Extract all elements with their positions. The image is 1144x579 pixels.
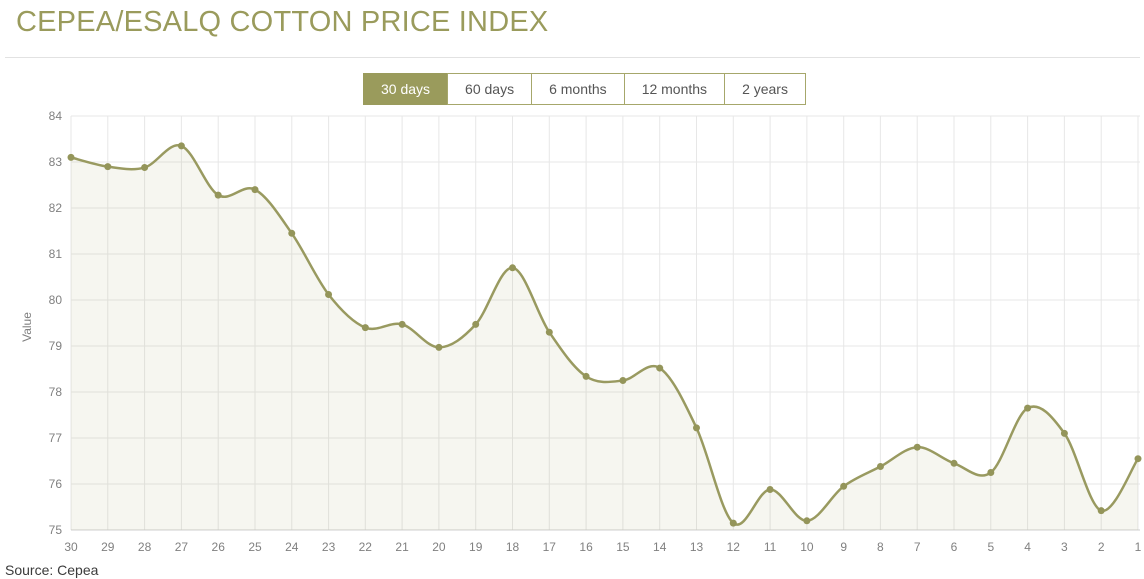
x-tick-label: 30 <box>64 540 78 554</box>
data-point-marker-day-2 <box>1097 507 1105 515</box>
x-tick-label: 15 <box>616 540 630 554</box>
data-point-marker-day-27 <box>177 142 185 150</box>
x-tick-label: 10 <box>800 540 814 554</box>
x-tick-label: 14 <box>653 540 667 554</box>
y-tick-label: 77 <box>49 431 63 445</box>
y-tick-label: 82 <box>49 201 63 215</box>
data-point-marker-day-12 <box>729 519 737 527</box>
source-note: Source: Cepea <box>5 562 99 578</box>
y-tick-label: 84 <box>49 109 63 123</box>
data-point-marker-day-22 <box>361 324 369 332</box>
y-tick-label: 79 <box>49 339 63 353</box>
x-tick-label: 5 <box>987 540 994 554</box>
data-point-marker-day-23 <box>325 290 333 298</box>
data-point-marker-day-4 <box>1024 404 1032 412</box>
y-tick-label: 81 <box>49 247 63 261</box>
x-tick-label: 26 <box>212 540 226 554</box>
tab-60-days[interactable]: 60 days <box>447 73 533 105</box>
data-point-marker-day-24 <box>288 229 296 237</box>
x-tick-label: 2 <box>1098 540 1105 554</box>
data-point-marker-day-25 <box>251 186 259 194</box>
y-tick-label: 80 <box>49 293 63 307</box>
data-point-marker-day-17 <box>545 328 553 336</box>
x-tick-label: 24 <box>285 540 299 554</box>
page-title: CEPEA/ESALQ COTTON PRICE INDEX <box>16 6 549 38</box>
x-tick-label: 21 <box>395 540 409 554</box>
data-point-marker-day-28 <box>141 164 149 172</box>
x-tick-label: 19 <box>469 540 483 554</box>
y-tick-label: 83 <box>49 155 63 169</box>
y-tick-label: 78 <box>49 385 63 399</box>
data-point-marker-day-20 <box>435 343 443 351</box>
x-tick-label: 4 <box>1024 540 1031 554</box>
x-tick-label: 8 <box>877 540 884 554</box>
x-tick-label: 18 <box>506 540 520 554</box>
x-tick-label: 12 <box>727 540 741 554</box>
x-tick-label: 25 <box>248 540 262 554</box>
data-point-marker-day-18 <box>509 264 517 272</box>
data-point-marker-day-5 <box>987 469 995 476</box>
data-point-marker-day-14 <box>656 364 664 372</box>
data-point-marker-day-8 <box>876 463 884 471</box>
data-point-marker-day-29 <box>104 163 112 171</box>
x-tick-label: 1 <box>1135 540 1142 554</box>
x-tick-label: 22 <box>359 540 373 554</box>
x-tick-label: 7 <box>914 540 921 554</box>
data-point-marker-day-13 <box>692 424 700 432</box>
data-point-marker-day-9 <box>840 482 848 490</box>
tab-30-days[interactable]: 30 days <box>363 73 449 105</box>
y-tick-label: 76 <box>49 477 63 491</box>
title-divider <box>5 57 1140 58</box>
x-tick-label: 13 <box>690 540 704 554</box>
data-point-marker-day-21 <box>398 320 406 328</box>
y-axis-title: Value <box>20 312 34 342</box>
x-tick-label: 27 <box>175 540 189 554</box>
x-tick-label: 17 <box>543 540 557 554</box>
x-tick-label: 11 <box>764 540 777 554</box>
data-point-marker-day-11 <box>766 486 774 494</box>
data-point-marker-day-16 <box>582 372 590 380</box>
x-tick-label: 9 <box>840 540 847 554</box>
x-tick-label: 28 <box>138 540 152 554</box>
tab-6-months[interactable]: 6 months <box>531 73 625 105</box>
data-point-marker-day-30 <box>67 153 75 161</box>
chart-area: 75 76 77 78 79 80 81 82 83 84 30 29 28 27 26 25 24 23 22 21… <box>0 105 1144 560</box>
data-point-marker-day-1 <box>1134 455 1142 463</box>
data-point-marker-day-3 <box>1060 429 1068 437</box>
x-tick-label: 23 <box>322 540 336 554</box>
data-point-marker-day-26 <box>214 191 222 199</box>
x-tick-label: 6 <box>951 540 958 554</box>
y-tick-label: 75 <box>49 523 63 537</box>
time-range-tabs: 30 days 60 days 6 months 12 months 2 yea… <box>363 73 806 105</box>
data-point-marker-day-10 <box>803 517 811 525</box>
x-tick-label: 3 <box>1061 540 1068 554</box>
data-point-marker-day-19 <box>472 320 480 328</box>
tab-2-years[interactable]: 2 years <box>724 73 806 105</box>
area-fill <box>71 145 1138 530</box>
data-point-marker-day-6 <box>950 459 958 467</box>
data-point-marker-day-7 <box>913 443 921 451</box>
x-tick-label: 29 <box>101 540 115 554</box>
data-point-marker-day-15 <box>619 377 627 384</box>
tab-12-months[interactable]: 12 months <box>623 73 726 105</box>
x-tick-label: 16 <box>579 540 593 554</box>
x-tick-label: 20 <box>432 540 446 554</box>
